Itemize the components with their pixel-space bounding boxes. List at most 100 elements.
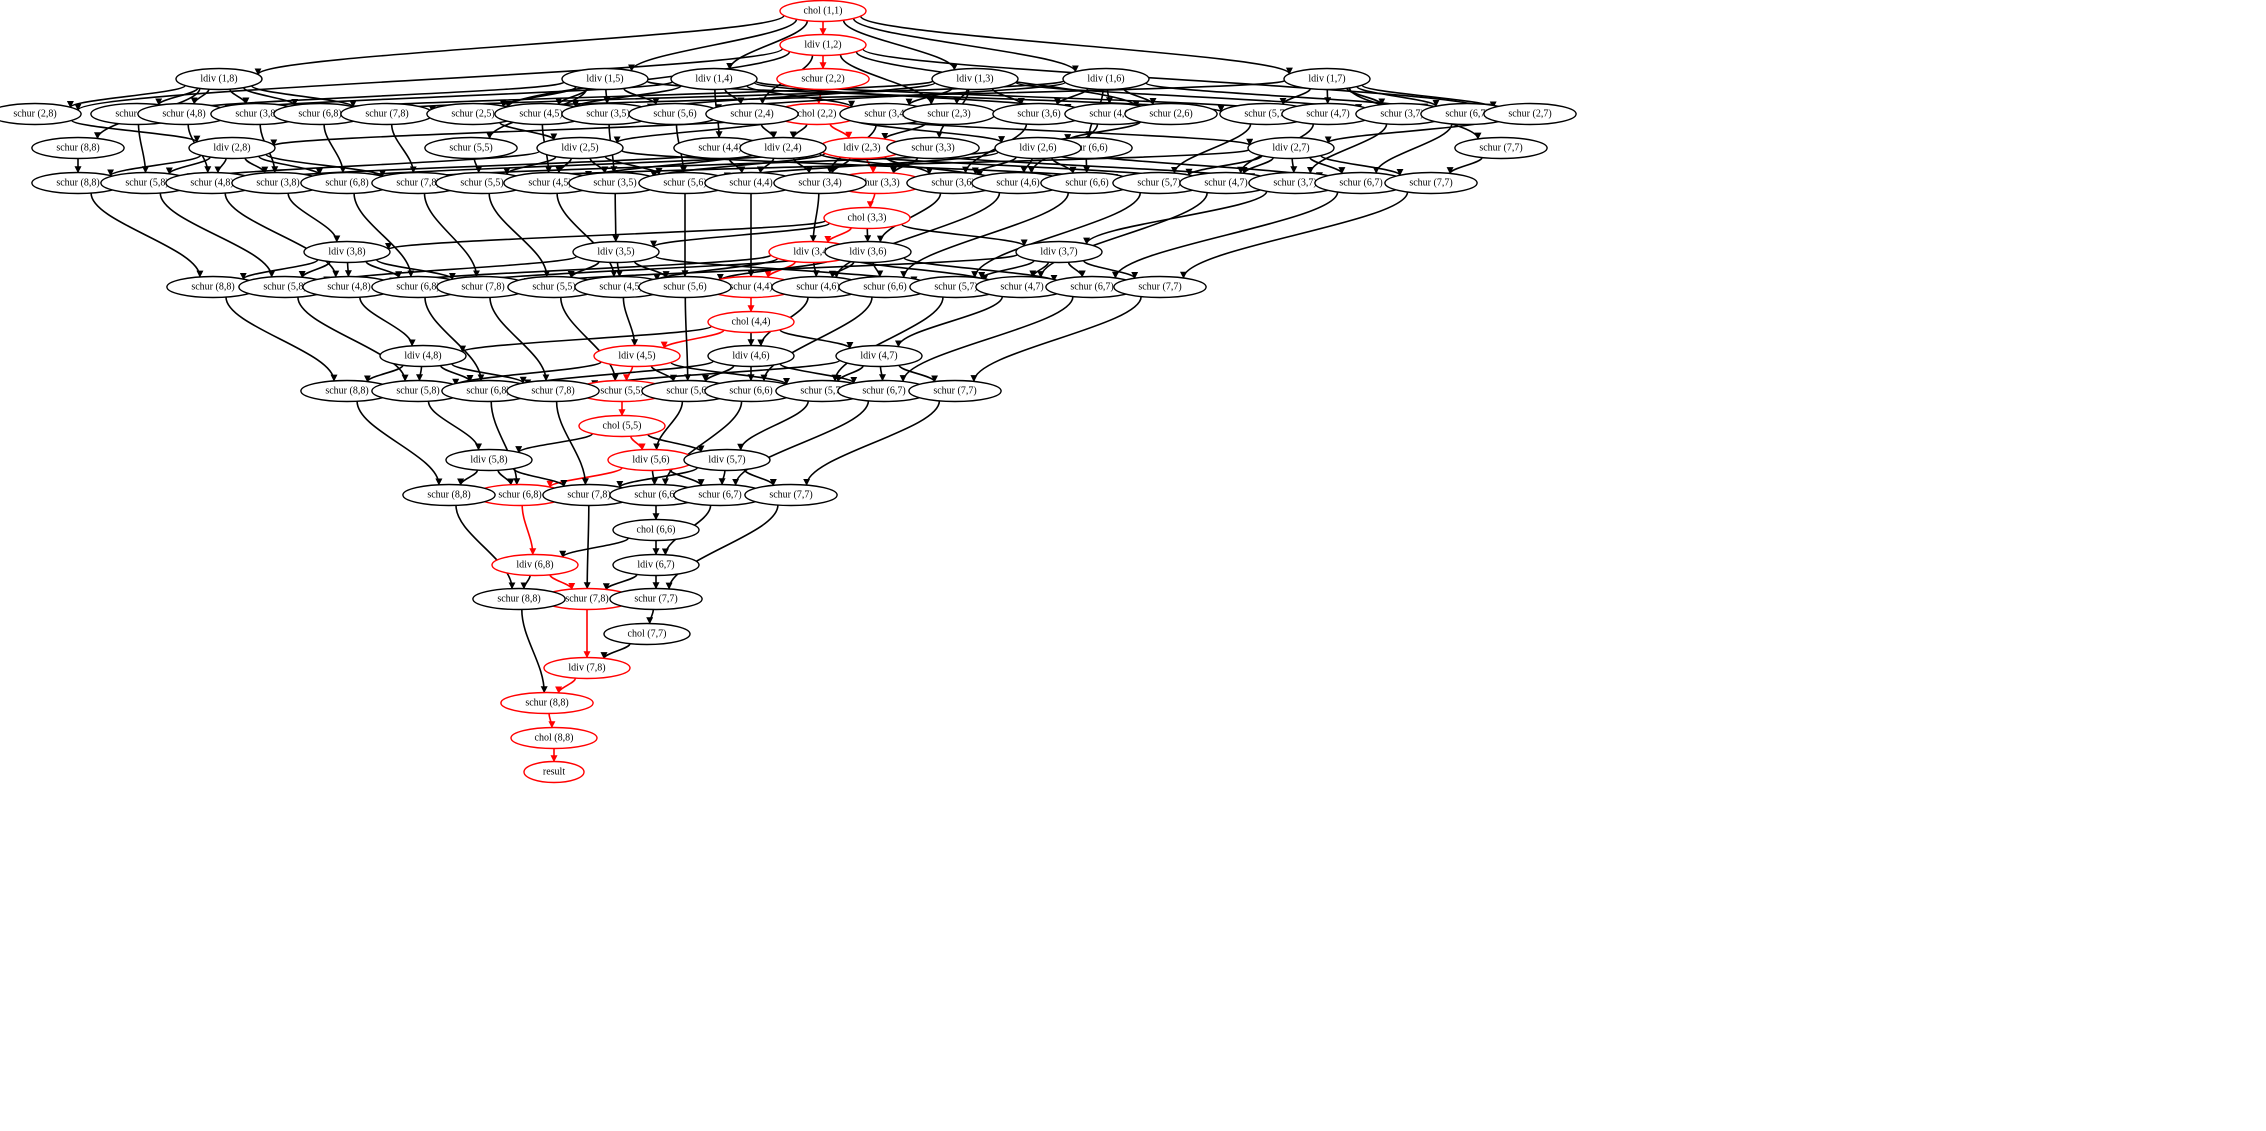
- dependency-edge: [520, 575, 531, 590]
- node-ellipse: [1124, 102, 1218, 126]
- node-ellipse: [1247, 136, 1335, 160]
- node-ellipse: [506, 379, 600, 403]
- dependency-edge: [1083, 190, 1268, 245]
- node-ellipse: [175, 67, 263, 91]
- node-label: schur (2,7): [1508, 109, 1551, 120]
- node-label: schur (6,8): [498, 490, 541, 501]
- task-node-schur88f: schur (8,8): [472, 587, 566, 611]
- dependency-edge: [583, 505, 591, 590]
- dependency-edge: [831, 296, 944, 382]
- node-label: schur (7,8): [396, 178, 439, 189]
- node-label: ldiv (5,6): [632, 455, 669, 466]
- dependency-edge: [423, 193, 480, 278]
- task-node-chol66: chol (6,6): [612, 518, 700, 542]
- node-label: ldiv (3,8): [328, 247, 365, 258]
- dependency-edge: [670, 361, 790, 386]
- node-label: ldiv (4,5): [618, 351, 655, 362]
- task-node-schur44a: schur (4,4): [673, 136, 767, 160]
- dependency-edge: [647, 433, 705, 453]
- node-label: schur (3,8): [256, 178, 299, 189]
- dependency-edge: [297, 296, 409, 382]
- dependency-edge: [839, 54, 935, 105]
- dependency-edge: [225, 296, 338, 382]
- node-label: schur (8,8): [497, 594, 540, 605]
- node-label: ldiv (2,8): [213, 143, 250, 154]
- dependency-edge: [512, 467, 568, 487]
- task-node-schur26a: schur (2,6): [1124, 102, 1218, 126]
- critical-edge: [824, 227, 852, 243]
- dependency-edge: [390, 124, 417, 174]
- node-label: ldiv (1,4): [695, 74, 732, 85]
- node-label: schur (3,6): [931, 178, 974, 189]
- dependency-edge: [250, 85, 357, 108]
- dependency-edge: [1170, 123, 1252, 174]
- node-label: schur (3,3): [856, 178, 899, 189]
- dependency-edge: [760, 124, 778, 139]
- node-label: schur (5,7): [800, 386, 843, 397]
- node-label: schur (4,7): [1000, 282, 1043, 293]
- node-ellipse: [1015, 240, 1103, 264]
- critical-edge: [660, 329, 725, 349]
- node-ellipse: [638, 275, 732, 299]
- dependency-edge: [1279, 88, 1311, 105]
- node-ellipse: [536, 136, 624, 160]
- task-node-schur68a: schur (6,8): [273, 102, 367, 126]
- dependency-edge: [970, 296, 1142, 383]
- task-node-schur77e: schur (7,7): [744, 483, 838, 507]
- node-label: schur (4,5): [528, 178, 571, 189]
- node-ellipse: [739, 136, 827, 160]
- dependency-edge: [356, 401, 443, 486]
- task-node-schur88a: schur (8,8): [31, 136, 125, 160]
- critical-edge: [630, 436, 646, 451]
- dependency-edge: [833, 192, 1001, 279]
- dependency-edge: [416, 366, 424, 382]
- node-ellipse: [561, 67, 649, 91]
- dependency-edge: [440, 365, 474, 382]
- node-label: schur (6,8): [325, 178, 368, 189]
- task-node-schur35b: schur (3,5): [568, 171, 662, 195]
- node-label: ldiv (4,8): [404, 351, 441, 362]
- node-ellipse: [773, 171, 867, 195]
- dependency-edge: [828, 261, 855, 278]
- dependency-edge: [499, 85, 577, 107]
- node-label: schur (3,5): [593, 178, 636, 189]
- node-label: schur (5,7): [1137, 178, 1180, 189]
- dependency-edge: [497, 470, 515, 486]
- dependency-edge: [726, 20, 809, 70]
- node-ellipse: [491, 553, 579, 577]
- node-label: schur (8,8): [191, 282, 234, 293]
- node-ellipse: [572, 240, 660, 264]
- dependency-edge: [559, 537, 630, 558]
- node-label: schur (5,5): [532, 282, 575, 293]
- task-node-schur77a: schur (7,7): [1454, 136, 1548, 160]
- node-label: ldiv (4,7): [860, 351, 897, 362]
- task-node-schur77c: schur (7,7): [1113, 275, 1207, 299]
- task-node-ldiv24: ldiv (2,4): [739, 136, 827, 160]
- dependency-edge: [622, 297, 639, 347]
- node-label: chol (5,5): [603, 421, 642, 432]
- task-node-ldiv15: ldiv (1,5): [561, 67, 649, 91]
- dependency-edge: [718, 470, 726, 486]
- node-label: schur (7,7): [769, 490, 812, 501]
- dependency-edge: [66, 84, 186, 109]
- critical-node-chol33: chol (3,3): [823, 206, 911, 230]
- node-label: ldiv (1,6): [1087, 74, 1124, 85]
- dependency-edge: [490, 401, 521, 486]
- node-ellipse: [683, 448, 771, 472]
- dependency-edge: [1320, 154, 1404, 176]
- critical-edge: [548, 713, 556, 729]
- dependency-edge: [455, 505, 516, 590]
- task-node-ldiv35: ldiv (3,5): [572, 240, 660, 264]
- dependency-edge: [732, 400, 870, 486]
- node-label: schur (6,7): [1445, 109, 1488, 120]
- node-ellipse: [612, 553, 700, 577]
- critical-edge: [866, 193, 876, 209]
- dependency-edge: [1067, 261, 1086, 278]
- critical-node-schur22a: schur (2,2): [776, 67, 870, 91]
- node-ellipse: [707, 344, 795, 368]
- task-node-schur56b: schur (5,6): [638, 171, 732, 195]
- node-ellipse: [603, 622, 691, 646]
- node-ellipse: [379, 344, 467, 368]
- node-label: schur (6,8): [466, 386, 509, 397]
- node-label: schur (5,5): [460, 178, 503, 189]
